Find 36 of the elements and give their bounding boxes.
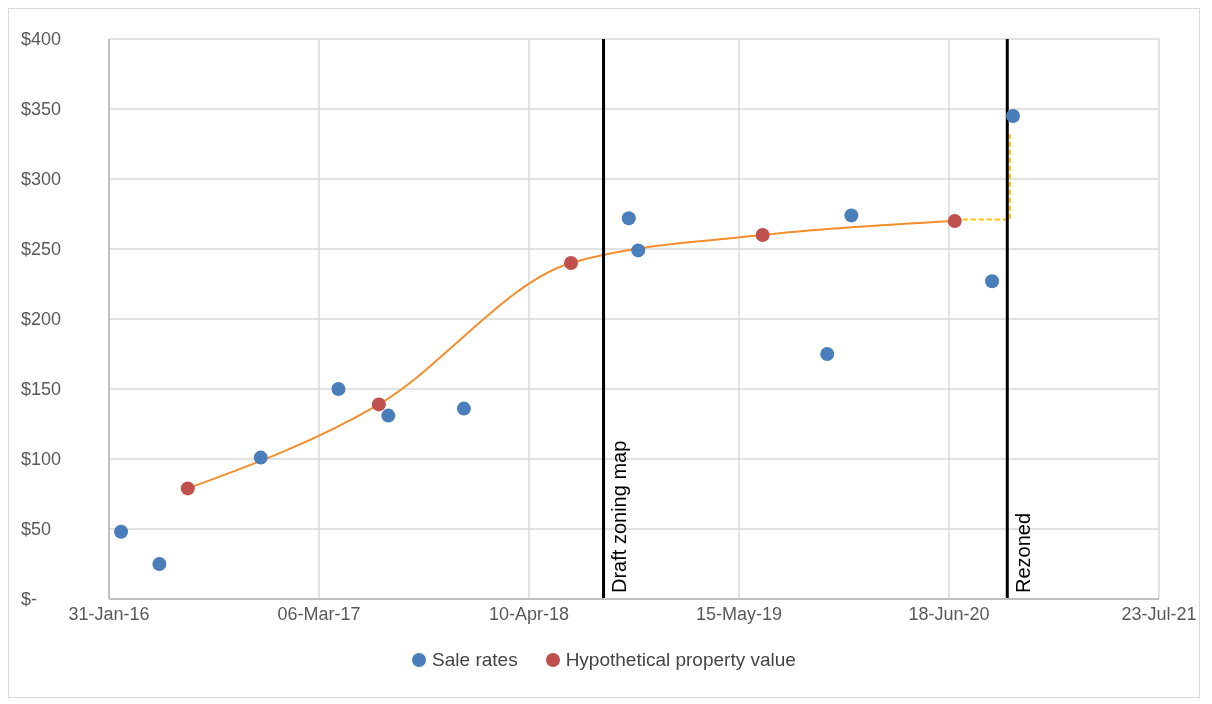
y-tick-label: $400 [21, 29, 62, 50]
y-tick-label: $300 [21, 169, 62, 190]
point [456, 401, 471, 416]
y-tick-label: $- [21, 589, 38, 610]
point [180, 481, 195, 496]
ref-line-label: Rezoned [1011, 512, 1034, 593]
y-tick-label: $250 [21, 239, 62, 260]
point [381, 408, 396, 423]
point [331, 382, 346, 396]
point [152, 557, 167, 571]
point [564, 256, 578, 270]
x-tick-label: 31-Jan-16 [68, 603, 150, 624]
y-tick-label: $50 [21, 519, 52, 540]
point [755, 228, 770, 242]
x-tick-label: 18-Jun-20 [908, 603, 990, 624]
legend-label: Sale rates [431, 649, 518, 671]
x-tick-label: 10-Apr-18 [488, 603, 570, 624]
x-tick-label: 06-Mar-17 [277, 603, 361, 624]
point [371, 397, 386, 412]
point [820, 347, 835, 361]
point [621, 211, 636, 226]
legend-label: Hypothetical property value [564, 649, 796, 671]
point [253, 450, 268, 465]
point [985, 274, 1000, 289]
x-tick-label: 23-Jul-21 [1121, 603, 1197, 624]
y-tick-label: $200 [21, 309, 62, 330]
x-tick-label: 15-May-19 [695, 603, 783, 624]
point [114, 524, 129, 539]
y-tick-label: $350 [21, 99, 62, 120]
point [947, 214, 962, 228]
y-tick-label: $150 [21, 379, 62, 400]
point [631, 243, 646, 258]
y-tick-label: $100 [21, 449, 62, 470]
ref-line-label: Draft zoning map [607, 440, 630, 593]
point [844, 208, 859, 223]
point [1006, 109, 1021, 123]
